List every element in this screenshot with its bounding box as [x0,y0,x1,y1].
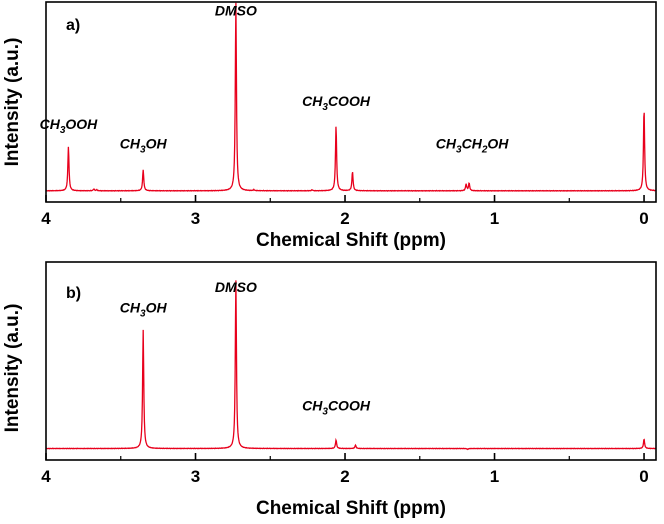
x-tick-label: 3 [191,209,200,228]
peak-annotation: CH3OH [120,299,168,319]
x-tick-label: 2 [340,209,349,228]
x-tick-label: 2 [340,467,349,486]
panel-a: 4 3 2 1 0 Chemical Shift (ppm) Intensity (a.u.… [2,1,657,251]
x-tick-label: 1 [490,467,499,486]
x-axis-title: Chemical Shift (ppm) [256,498,446,519]
peak-annotation: CH3OH [120,135,168,155]
panel-label: a) [66,17,80,34]
peak-annotation: CH3COOH [302,93,371,113]
peak-annotation: CH3OOH [40,116,99,136]
x-tick-label: 0 [639,209,648,228]
y-axis-title: Intensity (a.u.) [2,304,23,433]
x-axis-title: Chemical Shift (ppm) [256,230,446,251]
spectrum-line [45,2,657,192]
plot-frame [45,1,657,203]
peak-annotation: DMSO [215,2,257,18]
panel-b: 4 3 2 1 0 Chemical Shift (ppm) Intensity (a.u.… [2,261,657,519]
y-axis-title: Intensity (a.u.) [2,38,23,167]
x-tick-label: 4 [41,467,51,486]
panel-label: b) [66,285,81,302]
x-tick-label: 1 [490,209,499,228]
x-tick-label: 3 [191,467,200,486]
x-tick-label: 4 [41,209,51,228]
x-tick-label: 0 [639,467,648,486]
spectrum-line [45,280,657,451]
peak-annotation: CH3CH2OH [436,135,509,155]
peak-annotation: DMSO [215,279,257,295]
peak-annotation: CH3COOH [302,398,371,418]
plot-frame [45,261,657,461]
